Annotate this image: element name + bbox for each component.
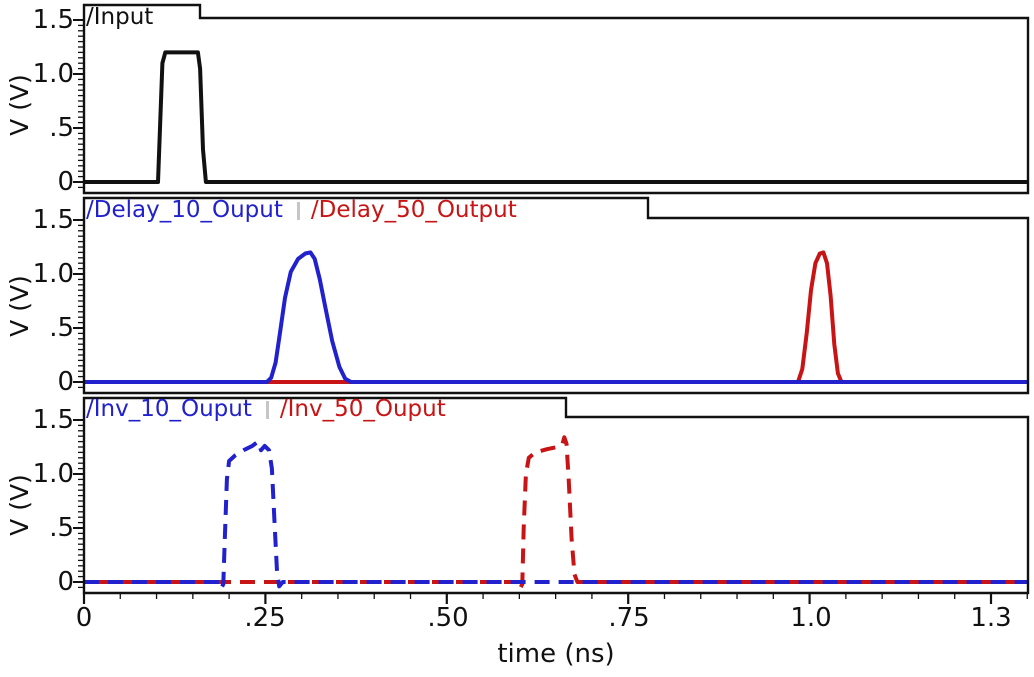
y-tick-label: 1.5	[32, 205, 74, 235]
legend-entry-inv-50: /Inv_50_Ouput	[279, 396, 446, 422]
y-axis-title: V (V)	[5, 74, 34, 136]
x-tick-label: 0	[75, 603, 93, 633]
legend-separator-icon	[296, 201, 300, 220]
legend-panel-top: /Input	[86, 4, 153, 31]
y-tick-label: 1.5	[32, 405, 74, 435]
x-tick-label: 1.3	[970, 603, 1012, 633]
legend-entry-delay-50: /Delay_50_Output	[310, 197, 517, 223]
y-tick-label: .5	[49, 313, 74, 343]
legend-panel-middle: /Delay_10_Ouput /Delay_50_Output	[86, 197, 517, 224]
y-tick-label: 1.0	[32, 259, 74, 289]
legend-panel-bottom: /Inv_10_Ouput /Inv_50_Ouput	[86, 396, 446, 423]
x-tick-label: .50	[427, 603, 469, 633]
legend-entry-input: /Input	[86, 4, 154, 30]
y-tick-label: 0	[57, 567, 74, 597]
y-tick-label: 1.5	[32, 5, 74, 35]
y-axis-title: V (V)	[5, 474, 34, 536]
y-tick-label: .5	[49, 513, 74, 543]
x-tick-label: 1.0	[790, 603, 832, 633]
x-axis-title: time (ns)	[497, 639, 615, 669]
legend-entry-inv-10: /Inv_10_Ouput	[86, 396, 252, 422]
y-tick-label: 1.0	[32, 59, 74, 89]
legend-separator-icon	[265, 400, 269, 419]
y-axis-title: V (V)	[5, 275, 34, 337]
y-tick-label: .5	[49, 113, 74, 143]
legend-entry-delay-10: /Delay_10_Ouput	[86, 197, 283, 223]
y-tick-label: 0	[57, 167, 74, 197]
y-tick-label: 1.0	[32, 459, 74, 489]
x-tick-label: .75	[608, 603, 650, 633]
y-tick-label: 0	[57, 367, 74, 397]
x-tick-label: .25	[244, 603, 286, 633]
